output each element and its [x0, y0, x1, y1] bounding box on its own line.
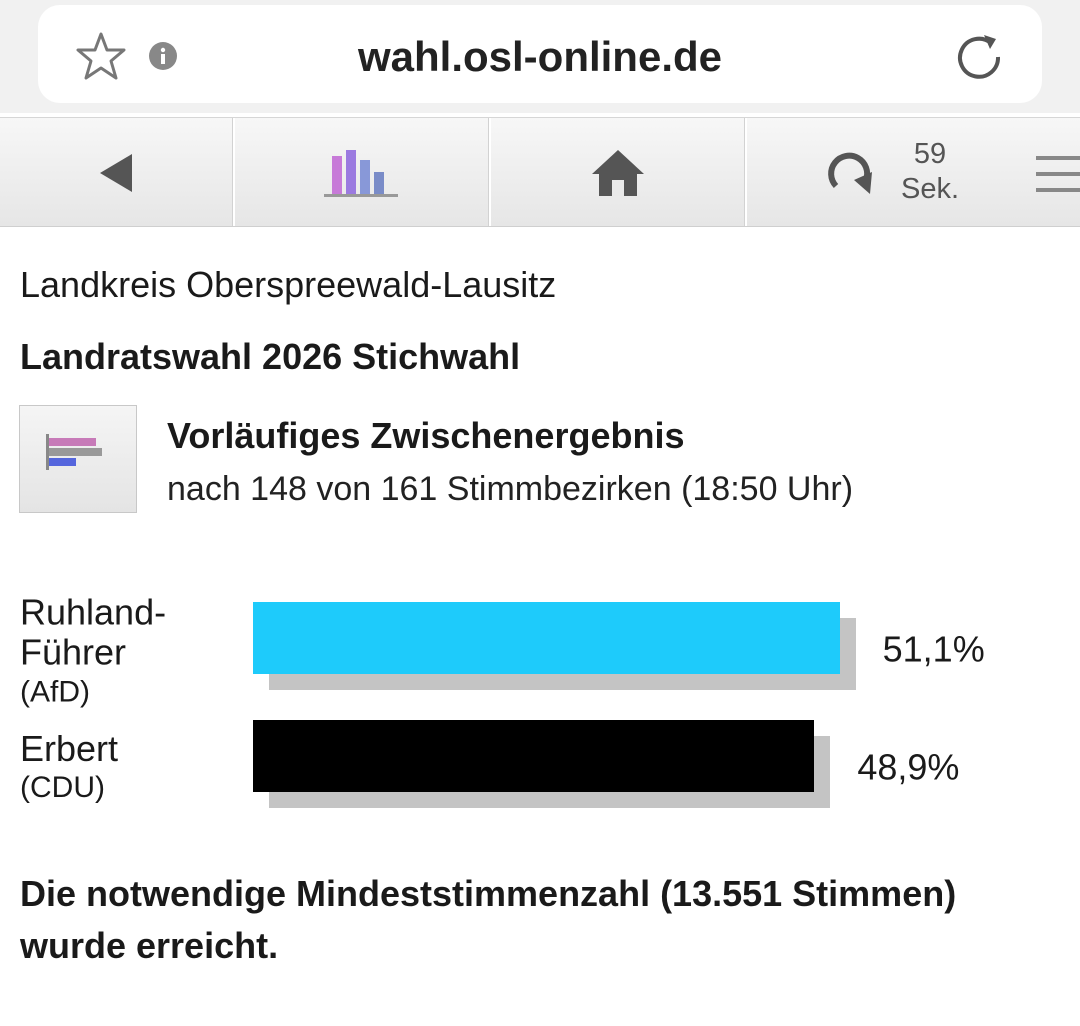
bar-row: Erbert (CDU) 48,9%: [0, 720, 1080, 808]
region: Landkreis Oberspreewald-Lausitz: [20, 264, 557, 305]
back-button[interactable]: [98, 152, 134, 194]
candidate-name: Ruhland-Führer: [20, 591, 167, 673]
value-label: 51,1%: [882, 628, 985, 670]
progress: nach 148 von 161 Stimmbezirken (18:50 Uh…: [167, 470, 854, 508]
star-icon[interactable]: [74, 30, 128, 84]
url-box[interactable]: wahl.osl-online.de: [38, 5, 1042, 103]
url: wahl.osl-online.de: [357, 33, 723, 80]
chart: Ruhland-Führer (AfD) 51,1% Erbert (CDU) 48,9%: [0, 560, 1080, 840]
toolbar: 59 Sek.: [0, 117, 1080, 227]
value-label: 48,9%: [857, 746, 960, 788]
separator: [744, 118, 747, 226]
separator: [488, 118, 491, 226]
chart-button[interactable]: [322, 148, 402, 200]
countdown-unit: Sek.: [900, 173, 960, 205]
footer-note: Die notwendige Mindeststimmenzahl (13.55…: [20, 873, 957, 966]
refresh-button[interactable]: [824, 150, 876, 200]
bar: [253, 720, 815, 792]
menu-button[interactable]: [1036, 154, 1080, 194]
home-button[interactable]: [590, 148, 646, 198]
countdown-value: 59: [913, 138, 947, 170]
category-label: Erbert (CDU): [20, 728, 220, 805]
info-icon[interactable]: [148, 41, 178, 71]
category-label: Ruhland-Führer (AfD): [20, 591, 220, 709]
candidate-name: Erbert: [20, 728, 119, 770]
browser-bar: wahl.osl-online.de: [0, 0, 1080, 113]
party: (CDU): [20, 771, 105, 805]
reload-icon[interactable]: [954, 31, 1004, 81]
result-icon: [19, 405, 137, 513]
status: Vorläufiges Zwischenergebnis: [167, 415, 685, 456]
party: (AfD): [20, 675, 90, 709]
bar-row: Ruhland-Führer (AfD) 51,1%: [0, 592, 1080, 708]
election-title: Landratswahl 2026 Stichwahl: [20, 336, 521, 377]
bar: [253, 602, 840, 674]
separator: [232, 118, 235, 226]
